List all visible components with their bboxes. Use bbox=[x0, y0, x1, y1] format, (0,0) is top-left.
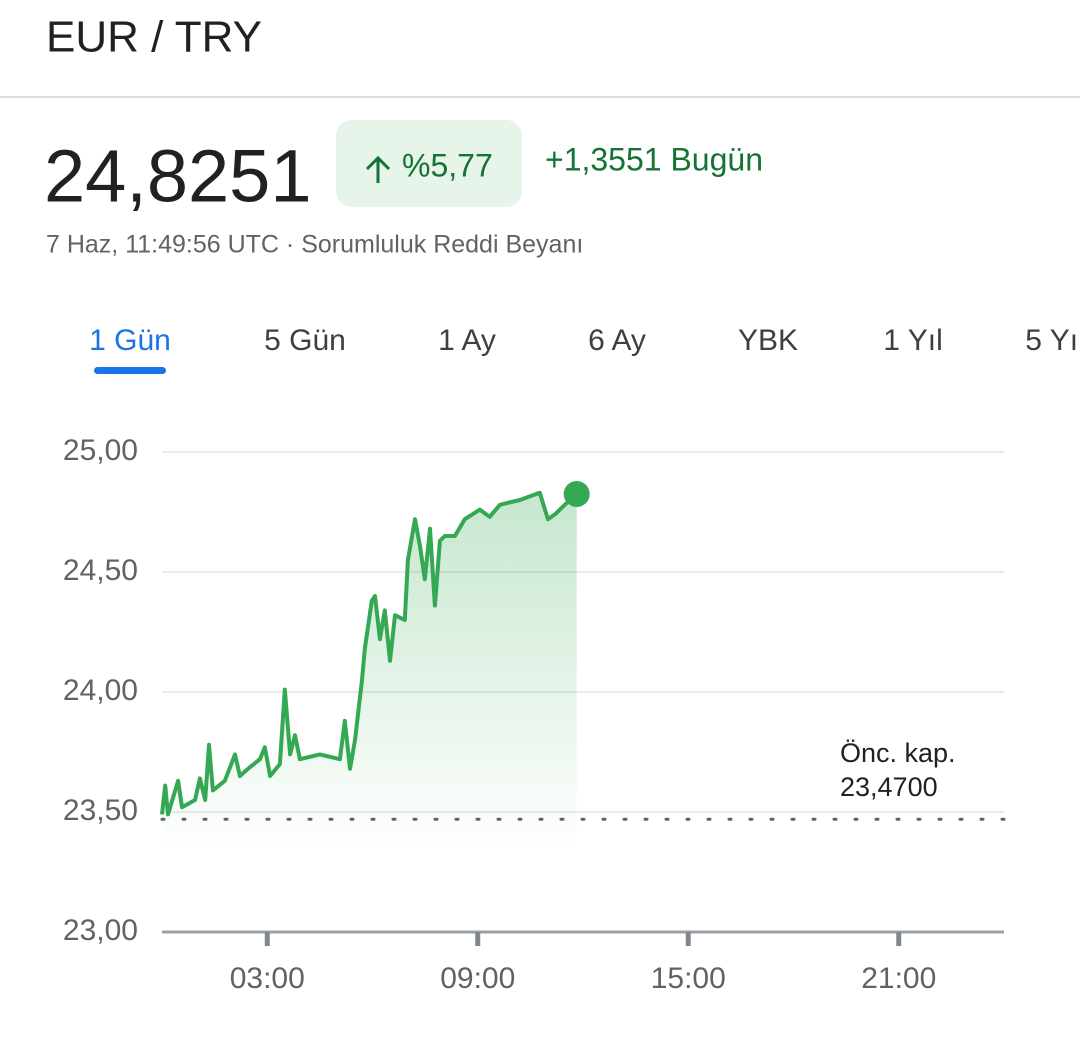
change-badge bbox=[336, 120, 522, 207]
previous-close-name: Önc. kap. bbox=[840, 738, 956, 768]
up-arrow-icon bbox=[365, 155, 391, 183]
price-area bbox=[162, 492, 577, 855]
x-tick-label: 03:00 bbox=[230, 962, 305, 995]
range-tab[interactable]: 5 Gün bbox=[264, 324, 346, 357]
y-tick-label: 24,50 bbox=[63, 554, 138, 587]
x-tick-label: 15:00 bbox=[651, 962, 726, 995]
chart: 23,00 23,50 24,00 24,50 25,00 03:00 09:00 15:00… bbox=[63, 434, 1006, 995]
timestamp: 7 Haz, 11:49:56 UTC · Sorumluluk Reddi B… bbox=[46, 231, 583, 259]
range-tab[interactable]: 6 Ay bbox=[588, 324, 646, 357]
previous-close-value: 23,4700 bbox=[840, 772, 938, 802]
change-today: +1,3551 Bugün bbox=[545, 141, 763, 177]
range-tab[interactable]: 5 Yıl bbox=[1025, 324, 1080, 357]
active-tab-indicator bbox=[94, 367, 166, 374]
latest-point bbox=[563, 480, 590, 507]
y-tick-label: 25,00 bbox=[63, 434, 138, 467]
price: 24,8251 bbox=[44, 135, 312, 218]
change-percent: %5,77 bbox=[402, 147, 493, 183]
range-tab[interactable]: 1 Ay bbox=[438, 324, 496, 357]
price-line bbox=[160, 490, 579, 817]
y-tick-label: 24,00 bbox=[63, 674, 138, 707]
range-tab[interactable]: 1 Yıl bbox=[883, 324, 943, 357]
pair-title: EUR / TRY bbox=[46, 13, 262, 62]
range-tab[interactable]: YBK bbox=[738, 324, 798, 357]
range-tabs: 1 Gün 5 Gün 1 Ay 6 Ay YBK 1 Yıl 5 Yıl bbox=[89, 324, 1080, 374]
y-tick-label: 23,50 bbox=[63, 794, 138, 827]
x-tick-label: 09:00 bbox=[440, 962, 515, 995]
y-tick-label: 23,00 bbox=[63, 914, 138, 947]
x-tick-label: 21:00 bbox=[861, 962, 936, 995]
range-tab[interactable]: 1 Gün bbox=[89, 324, 171, 357]
